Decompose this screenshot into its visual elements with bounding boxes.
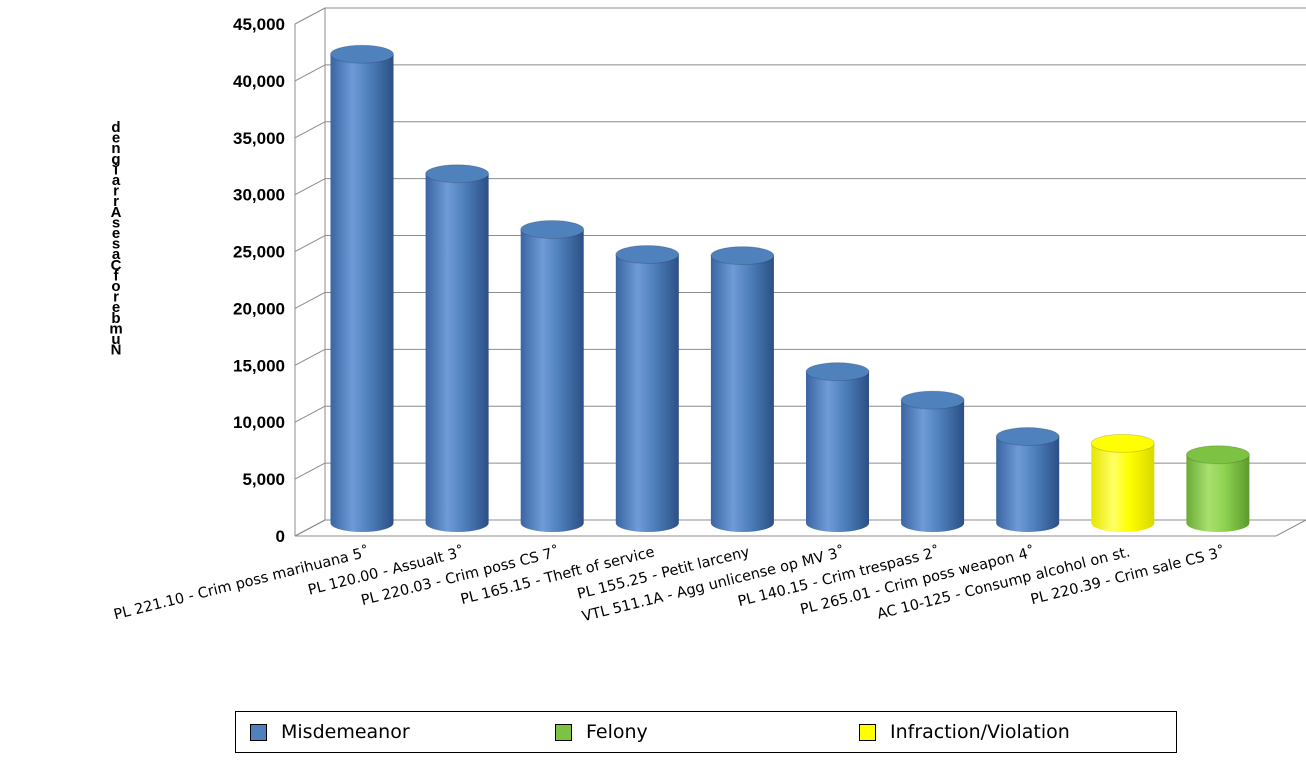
y-axis-title-char: C bbox=[111, 257, 122, 274]
y-axis-title-char: e bbox=[112, 130, 120, 147]
y-axis-title-char: o bbox=[111, 278, 120, 295]
y-axis-title-char: r bbox=[113, 289, 119, 306]
y-tick-label: 25,000 bbox=[233, 243, 285, 262]
bar-top bbox=[710, 246, 775, 266]
bar-top bbox=[1185, 445, 1250, 465]
bar bbox=[520, 219, 585, 532]
bar-top bbox=[520, 219, 585, 239]
bar-top bbox=[425, 164, 490, 184]
y-axis-title-char: m bbox=[109, 320, 122, 337]
bar-body bbox=[615, 254, 679, 533]
y-tick-label: 20,000 bbox=[233, 299, 285, 318]
bar bbox=[1090, 433, 1155, 532]
y-axis-title-char: e bbox=[112, 225, 120, 242]
y-axis-title-char: d bbox=[111, 119, 120, 136]
y-axis-title-char: i bbox=[114, 161, 118, 178]
bar-body bbox=[520, 229, 584, 532]
y-axis-title-char: f bbox=[114, 267, 120, 284]
bar-body bbox=[710, 255, 774, 532]
gridline-side bbox=[294, 178, 326, 196]
y-tick-label: 30,000 bbox=[233, 186, 285, 205]
y-axis-title-char: s bbox=[112, 214, 120, 231]
y-axis-title-char: u bbox=[111, 331, 120, 348]
chart-legend: Misdemeanor Felony Infraction/Violation bbox=[235, 711, 1177, 753]
gridline-side bbox=[294, 519, 326, 537]
bar-top bbox=[1090, 433, 1155, 453]
bar-body bbox=[1091, 443, 1155, 532]
y-axis: 0 5,000 10,000 15,000 20,000 25,000 30,000 35,0… bbox=[233, 15, 296, 546]
y-tick-label: 15,000 bbox=[233, 356, 285, 375]
bar-top bbox=[330, 44, 394, 64]
bar-top bbox=[995, 427, 1060, 447]
gridline-side bbox=[294, 235, 326, 252]
y-tick-label: 45,000 bbox=[233, 15, 285, 34]
legend-label-misdemeanor: Misdemeanor bbox=[281, 721, 410, 743]
bar-body bbox=[996, 436, 1060, 532]
y-axis-title-char: r bbox=[113, 183, 119, 200]
legend-item-infraction: Infraction/Violation bbox=[859, 712, 1070, 752]
y-axis-title-char: N bbox=[111, 342, 122, 359]
y-axis-title-char: a bbox=[112, 246, 121, 263]
y-axis-title-char: a bbox=[112, 172, 121, 189]
y-tick-label: 40,000 bbox=[233, 72, 285, 91]
bar-top bbox=[805, 362, 870, 382]
bar-body bbox=[330, 54, 394, 532]
y-axis-title-char: n bbox=[111, 140, 120, 157]
y-tick-label: 5,000 bbox=[242, 470, 285, 489]
y-axis-title-char: A bbox=[111, 204, 122, 221]
y-axis-title-char: e bbox=[112, 299, 120, 316]
bar bbox=[995, 427, 1060, 532]
legend-item-misdemeanor: Misdemeanor bbox=[250, 712, 410, 752]
bar bbox=[615, 244, 680, 533]
bar bbox=[710, 246, 775, 532]
bar bbox=[425, 164, 490, 533]
x-axis-labels: PL 221.10 - Crim poss marihuana 5˚PL 120… bbox=[112, 543, 1227, 625]
gridline-side bbox=[294, 292, 326, 309]
y-axis-title-char: r bbox=[113, 193, 119, 210]
bar-body bbox=[425, 173, 489, 533]
bar bbox=[805, 362, 870, 532]
bar-body bbox=[1186, 454, 1250, 532]
bar-body bbox=[806, 371, 869, 532]
y-tick-label: 35,000 bbox=[233, 129, 285, 148]
legend-swatch-infraction bbox=[859, 723, 876, 741]
bar bbox=[330, 44, 394, 532]
bar-body bbox=[901, 400, 965, 532]
y-axis-title-char: g bbox=[111, 151, 120, 168]
gridline-side bbox=[294, 121, 326, 139]
gridline-side bbox=[294, 7, 326, 25]
bar-top bbox=[900, 390, 965, 410]
legend-label-infraction: Infraction/Violation bbox=[890, 721, 1070, 743]
y-tick-label: 10,000 bbox=[233, 413, 285, 432]
legend-label-felony: Felony bbox=[586, 721, 648, 743]
bar bbox=[1185, 445, 1250, 532]
bar-top bbox=[615, 244, 680, 264]
gridline-side bbox=[294, 405, 326, 423]
legend-swatch-felony bbox=[555, 723, 572, 741]
gridline-side bbox=[294, 64, 326, 82]
legend-item-felony: Felony bbox=[555, 712, 648, 752]
gridline-side bbox=[294, 348, 326, 366]
y-tick-label: 0 bbox=[276, 527, 285, 546]
bar-series bbox=[330, 44, 1250, 533]
y-axis-title-char: b bbox=[111, 310, 120, 327]
bar bbox=[900, 390, 965, 532]
legend-swatch-misdemeanor bbox=[250, 723, 267, 741]
y-axis-title-char: s bbox=[112, 236, 120, 253]
gridline-side bbox=[294, 462, 326, 480]
